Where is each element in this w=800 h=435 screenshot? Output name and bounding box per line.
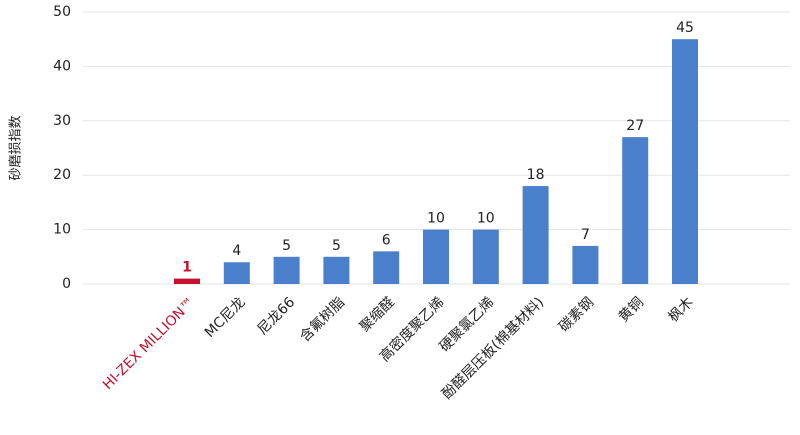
value-label: 1 <box>182 260 192 276</box>
x-tick-label: HI-ZEX MILLION™ <box>100 294 199 393</box>
y-tick-label: 20 <box>53 167 71 183</box>
value-label: 27 <box>626 118 644 134</box>
x-tick-label: 聚缩醛 <box>357 294 398 335</box>
bar <box>672 39 698 285</box>
x-tick-label: 尼龙66 <box>255 294 299 338</box>
bar <box>373 251 400 284</box>
x-tick-label: 含氟树脂 <box>297 294 348 345</box>
y-tick-label: 0 <box>62 276 71 292</box>
x-tick-label: 碳素钢 <box>556 294 597 335</box>
y-tick-label: 40 <box>53 58 71 74</box>
bar <box>622 137 649 284</box>
bar <box>572 245 599 284</box>
value-label: 5 <box>332 238 341 254</box>
bar <box>323 256 350 284</box>
value-label: 10 <box>477 211 495 227</box>
value-label: 18 <box>527 167 545 183</box>
value-label: 10 <box>427 211 445 227</box>
y-tick-label: 30 <box>53 113 71 129</box>
x-tick-label: 枫木 <box>666 294 697 325</box>
y-tick-label: 50 <box>53 4 71 20</box>
bar <box>423 229 449 284</box>
value-label: 45 <box>676 20 694 36</box>
x-tick-label: 黄铜 <box>615 294 647 326</box>
bar <box>472 229 499 284</box>
value-label: 5 <box>282 238 291 254</box>
value-label: 6 <box>382 232 391 248</box>
x-tick-label: MC尼龙 <box>202 294 249 341</box>
bar <box>273 256 300 284</box>
bar <box>174 278 200 284</box>
value-label: 7 <box>581 227 590 243</box>
y-axis-label: 砂磨损指数 <box>9 115 24 180</box>
value-label: 4 <box>232 243 241 259</box>
bar <box>522 186 549 284</box>
y-tick-label: 10 <box>53 222 71 238</box>
bar <box>223 262 250 284</box>
